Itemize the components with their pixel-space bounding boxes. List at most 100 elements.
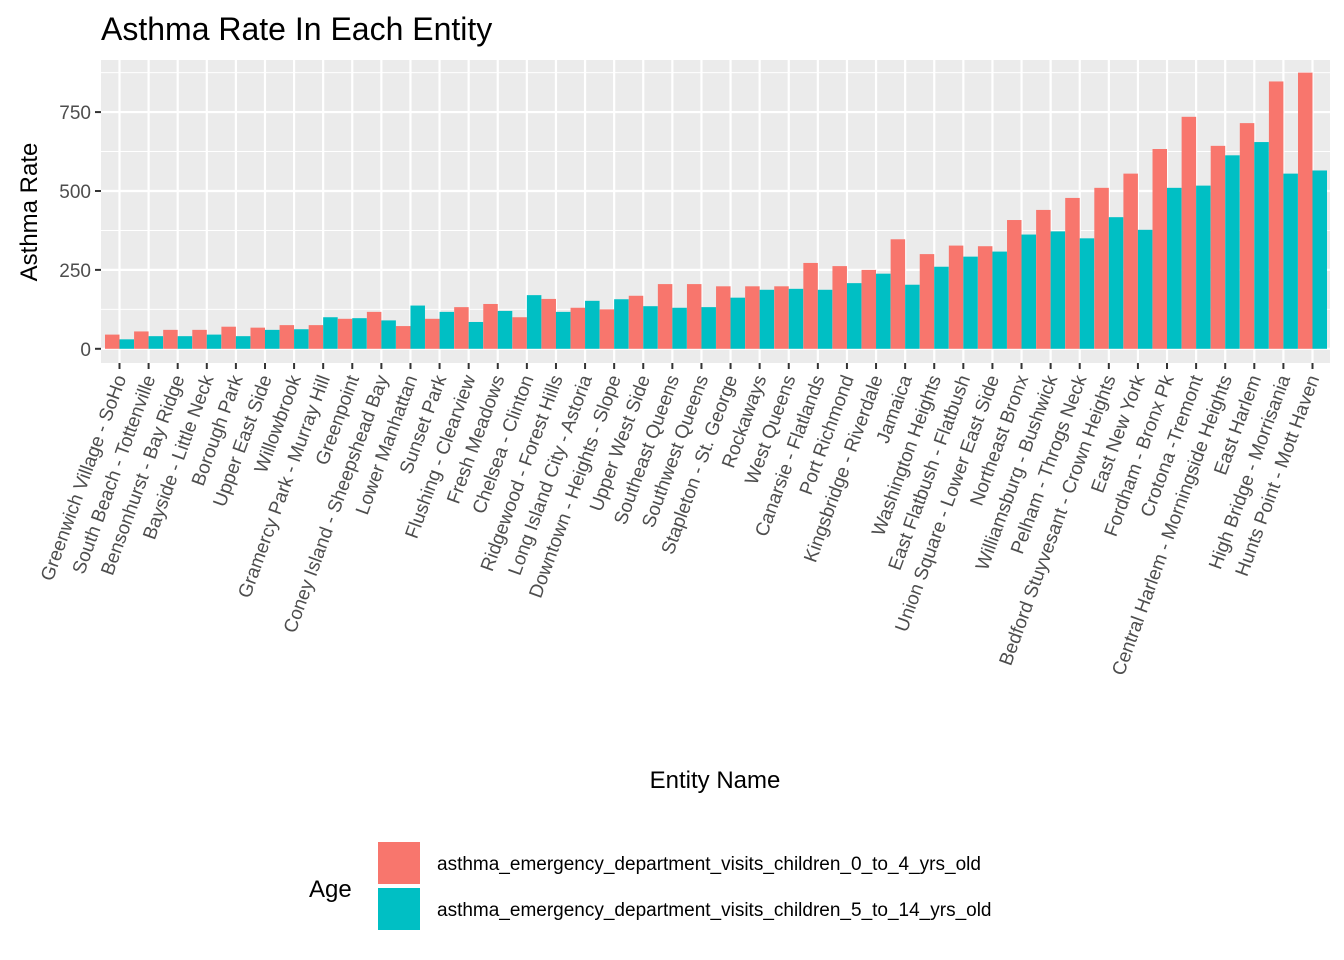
y-tick-label: 0 bbox=[80, 340, 91, 361]
bar bbox=[657, 284, 673, 349]
bar bbox=[992, 251, 1007, 349]
bar bbox=[1079, 238, 1095, 349]
bar bbox=[1050, 231, 1066, 349]
y-tick-label: 250 bbox=[59, 261, 91, 282]
bar bbox=[570, 307, 586, 349]
bar bbox=[1021, 234, 1037, 349]
bar bbox=[235, 336, 251, 349]
bar bbox=[221, 326, 236, 349]
bar bbox=[526, 295, 542, 349]
bar bbox=[977, 246, 993, 349]
bar bbox=[890, 239, 906, 349]
bar bbox=[934, 266, 949, 349]
bar bbox=[352, 318, 367, 349]
bar bbox=[1196, 185, 1211, 349]
bar bbox=[555, 311, 571, 349]
bar bbox=[1312, 170, 1327, 349]
bar bbox=[1283, 173, 1298, 349]
bar bbox=[1108, 217, 1124, 349]
x-axis-title: Entity Name bbox=[650, 767, 781, 794]
bar bbox=[730, 297, 746, 349]
bar bbox=[148, 336, 164, 349]
bar bbox=[628, 295, 644, 349]
bar bbox=[846, 283, 862, 349]
bar bbox=[832, 266, 847, 349]
bar bbox=[105, 334, 120, 349]
bar bbox=[206, 334, 222, 349]
bar bbox=[1152, 149, 1168, 349]
bar bbox=[745, 286, 760, 349]
bar bbox=[512, 317, 527, 349]
bar bbox=[672, 307, 687, 349]
bar bbox=[264, 329, 280, 349]
bar bbox=[788, 288, 804, 349]
bar bbox=[468, 321, 484, 349]
bar bbox=[483, 303, 498, 349]
bar bbox=[599, 309, 615, 349]
bar bbox=[1254, 142, 1269, 349]
bar bbox=[817, 289, 833, 349]
y-tick-label: 500 bbox=[59, 182, 91, 203]
bar bbox=[716, 286, 731, 349]
bar bbox=[861, 269, 877, 349]
bar bbox=[759, 289, 775, 349]
bar bbox=[541, 298, 556, 349]
bar bbox=[701, 307, 716, 349]
bar bbox=[1007, 220, 1022, 349]
y-tick-label: 750 bbox=[59, 103, 91, 124]
bar bbox=[803, 262, 818, 349]
bars bbox=[105, 72, 1327, 349]
bar bbox=[963, 256, 978, 349]
bar bbox=[1137, 229, 1153, 349]
y-axis: 0 250 500 750 bbox=[59, 103, 101, 361]
bar bbox=[337, 318, 353, 349]
bar bbox=[1268, 81, 1284, 349]
bar bbox=[425, 318, 440, 349]
bar bbox=[439, 311, 455, 349]
bar bbox=[366, 311, 382, 349]
bar bbox=[1036, 209, 1051, 349]
bar bbox=[119, 339, 134, 349]
y-axis-title: Asthma Rate bbox=[16, 143, 43, 282]
legend-key bbox=[378, 888, 420, 930]
bar bbox=[192, 329, 207, 349]
bar bbox=[774, 286, 789, 349]
bar bbox=[643, 306, 658, 349]
bar bbox=[686, 284, 702, 349]
legend: Age asthma_emergency_department_visits_c… bbox=[309, 842, 992, 930]
bar bbox=[1239, 123, 1255, 349]
bar bbox=[497, 310, 513, 349]
legend-title: Age bbox=[309, 876, 352, 903]
chart-title: Asthma Rate In Each Entity bbox=[101, 11, 492, 47]
bar bbox=[308, 325, 324, 349]
bar bbox=[1123, 173, 1138, 349]
bar bbox=[1181, 116, 1197, 349]
bar bbox=[876, 273, 891, 349]
bar bbox=[163, 329, 178, 349]
bar bbox=[454, 307, 469, 349]
bar bbox=[279, 325, 295, 349]
legend-label: asthma_emergency_department_visits_child… bbox=[437, 900, 992, 921]
bar bbox=[395, 326, 411, 349]
bar bbox=[919, 254, 935, 349]
bar bbox=[1167, 187, 1182, 349]
legend-label: asthma_emergency_department_visits_child… bbox=[437, 854, 981, 875]
bar bbox=[585, 300, 600, 349]
bar bbox=[1065, 197, 1080, 349]
bar bbox=[1225, 155, 1240, 349]
bar bbox=[1298, 72, 1313, 349]
bar bbox=[294, 329, 309, 349]
bar bbox=[905, 284, 920, 349]
legend-key bbox=[378, 842, 420, 884]
bar bbox=[381, 320, 396, 349]
bar bbox=[323, 317, 338, 349]
bar bbox=[1210, 145, 1226, 349]
bar bbox=[410, 305, 425, 349]
bar bbox=[134, 331, 149, 349]
bar bbox=[1094, 187, 1109, 349]
bar bbox=[614, 299, 629, 349]
bar bbox=[250, 327, 265, 349]
bar bbox=[177, 336, 193, 349]
